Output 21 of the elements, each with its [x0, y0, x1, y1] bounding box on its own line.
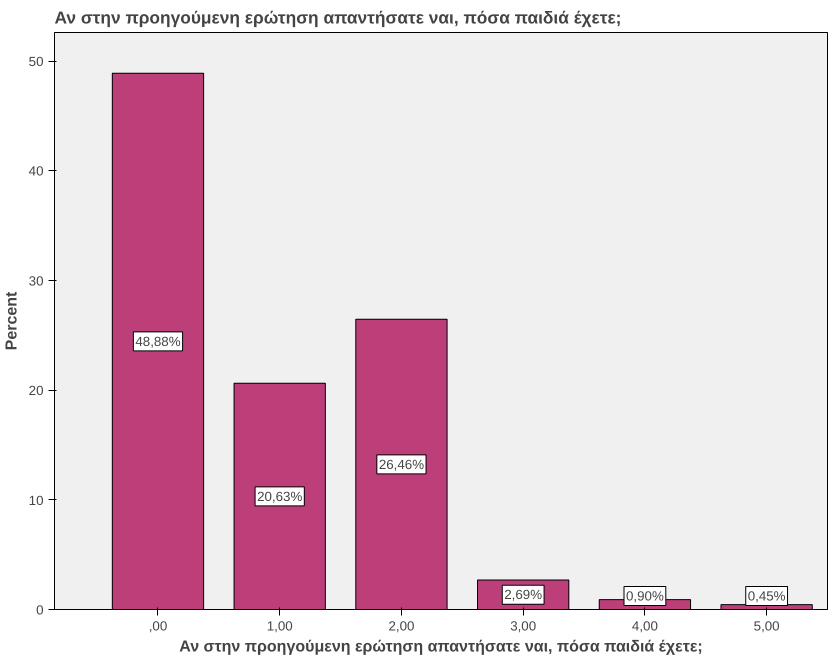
y-tick-label: 50	[28, 54, 44, 70]
y-tick-label: 10	[28, 492, 44, 508]
data-label: 26,46%	[378, 456, 424, 472]
y-axis-title: Percent	[4, 290, 21, 350]
y-tick-label: 20	[28, 383, 44, 398]
data-label: 48,88%	[135, 334, 181, 349]
x-tick-label: 5,00	[754, 618, 780, 634]
x-axis-title: Αν στην προηγούμενη ερώτηση απαντήσατε ναι, πόσα παιδιά έχετε;	[179, 638, 703, 656]
data-label: 20,63%	[257, 488, 302, 504]
y-tick-label: 0	[36, 602, 44, 618]
chart-title: Αν στην προηγούμενη ερώτηση απαντήσατε ναι, πόσα παιδιά έχετε;	[54, 8, 622, 28]
x-tick-label: 4,00	[632, 618, 658, 634]
y-tick-label: 30	[28, 273, 44, 288]
x-tick-label: ,00	[148, 618, 168, 634]
x-tick-label: 3,00	[510, 618, 536, 634]
data-label: 2,69%	[504, 587, 542, 602]
y-tick-label: 40	[28, 164, 44, 179]
data-label: 0,90%	[626, 588, 664, 604]
x-tick-label: 1,00	[266, 618, 293, 634]
x-tick-label: 2,00	[388, 618, 414, 634]
data-label: 0,45%	[748, 588, 786, 604]
